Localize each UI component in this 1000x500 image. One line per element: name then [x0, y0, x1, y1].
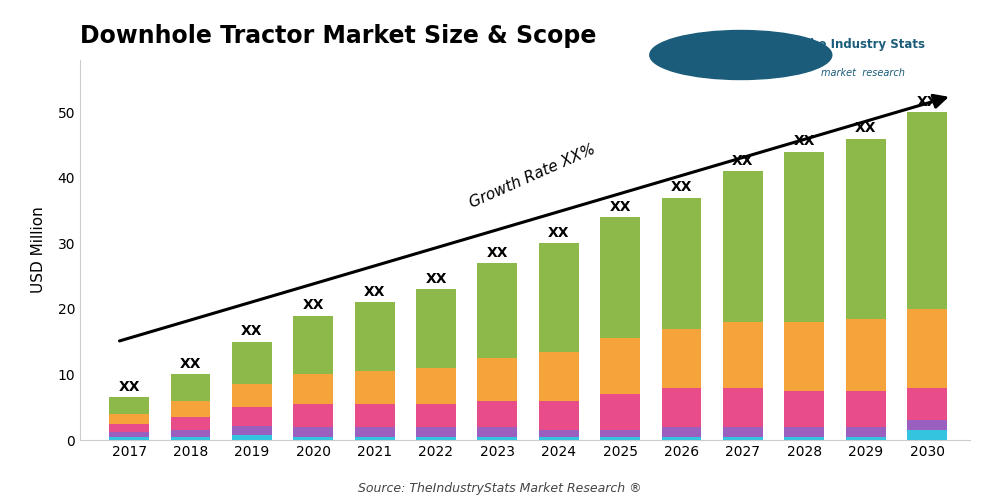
Bar: [907, 309, 947, 388]
Bar: [846, 391, 886, 427]
Bar: [232, 407, 272, 426]
Bar: [109, 398, 149, 414]
Bar: [600, 436, 640, 440]
Bar: [293, 316, 333, 374]
Bar: [171, 430, 210, 436]
Bar: [539, 400, 579, 430]
Bar: [171, 417, 210, 430]
Text: XX: XX: [241, 324, 263, 338]
Text: XX: XX: [118, 380, 140, 394]
Bar: [355, 302, 395, 371]
Bar: [907, 430, 947, 440]
Bar: [784, 391, 824, 427]
Text: XX: XX: [609, 200, 631, 214]
Bar: [232, 342, 272, 384]
Bar: [477, 436, 517, 440]
Bar: [600, 338, 640, 394]
Bar: [723, 388, 763, 427]
Bar: [846, 319, 886, 391]
Text: XX: XX: [364, 285, 385, 299]
Text: XX: XX: [671, 180, 692, 194]
Bar: [784, 152, 824, 322]
Bar: [723, 172, 763, 322]
Bar: [846, 436, 886, 440]
Bar: [723, 322, 763, 388]
Text: XX: XX: [794, 134, 815, 148]
Text: XX: XX: [180, 357, 201, 371]
Bar: [109, 436, 149, 440]
Text: market  research: market research: [821, 68, 905, 78]
Bar: [355, 404, 395, 427]
Text: The Industry Stats: The Industry Stats: [802, 38, 924, 51]
Bar: [477, 358, 517, 401]
Bar: [293, 404, 333, 427]
Bar: [662, 436, 701, 440]
Bar: [784, 322, 824, 391]
Bar: [355, 427, 395, 436]
Bar: [662, 427, 701, 436]
Bar: [416, 436, 456, 440]
Text: XX: XX: [302, 298, 324, 312]
Bar: [232, 436, 272, 440]
Bar: [784, 436, 824, 440]
Text: Downhole Tractor Market Size & Scope: Downhole Tractor Market Size & Scope: [80, 24, 596, 48]
Text: XX: XX: [425, 272, 447, 286]
Bar: [600, 394, 640, 430]
Bar: [723, 436, 763, 440]
Bar: [907, 112, 947, 309]
Bar: [232, 384, 272, 407]
Bar: [784, 427, 824, 436]
Bar: [907, 388, 947, 420]
Bar: [416, 290, 456, 368]
Text: XX: XX: [732, 154, 754, 168]
Bar: [109, 414, 149, 424]
Bar: [539, 436, 579, 440]
Text: Growth Rate XX%: Growth Rate XX%: [467, 142, 597, 210]
Bar: [723, 427, 763, 436]
Y-axis label: USD Million: USD Million: [31, 206, 46, 294]
Bar: [539, 352, 579, 401]
Bar: [355, 371, 395, 404]
Text: XX: XX: [916, 95, 938, 109]
Bar: [293, 374, 333, 404]
Bar: [171, 400, 210, 417]
Bar: [539, 430, 579, 436]
Bar: [662, 388, 701, 427]
Bar: [662, 328, 701, 388]
Bar: [416, 368, 456, 404]
Bar: [232, 426, 272, 436]
Bar: [477, 263, 517, 358]
Text: XX: XX: [487, 246, 508, 260]
Bar: [846, 138, 886, 319]
Bar: [539, 244, 579, 352]
Bar: [171, 436, 210, 440]
Bar: [293, 436, 333, 440]
Bar: [355, 436, 395, 440]
Bar: [109, 424, 149, 432]
Bar: [416, 404, 456, 427]
Bar: [109, 432, 149, 436]
Bar: [293, 427, 333, 436]
Bar: [171, 374, 210, 400]
Bar: [477, 427, 517, 436]
Bar: [846, 427, 886, 436]
Text: XX: XX: [548, 226, 570, 240]
Circle shape: [650, 30, 832, 80]
Bar: [416, 427, 456, 436]
Bar: [662, 198, 701, 328]
Bar: [907, 420, 947, 430]
Text: Source: TheIndustryStats Market Research ®: Source: TheIndustryStats Market Research…: [358, 482, 642, 495]
Bar: [600, 217, 640, 338]
Bar: [600, 430, 640, 436]
Bar: [477, 400, 517, 427]
Text: XX: XX: [855, 122, 876, 136]
